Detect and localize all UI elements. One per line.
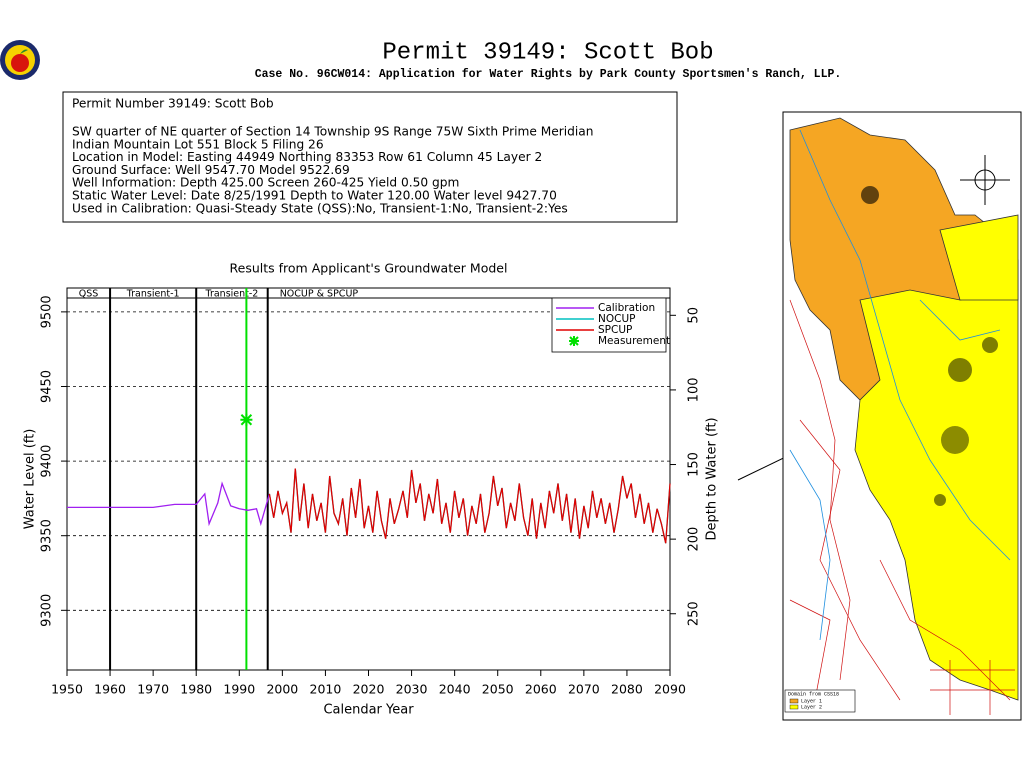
x-tick-label: 2020 [353, 682, 385, 697]
x-axis-label: Calendar Year [323, 703, 414, 718]
series-line [268, 468, 671, 544]
y2-tick-label: 150 [687, 452, 702, 477]
x-tick-label: 2090 [654, 682, 686, 697]
period-label: Transient-2 [205, 289, 259, 300]
y-tick-label: 9500 [40, 295, 55, 328]
map-wells [861, 186, 998, 506]
legend-label: NOCUP [598, 313, 635, 325]
y-tick-label: 9450 [40, 370, 55, 403]
legend-marker [569, 336, 579, 346]
x-tick-label: 1980 [180, 682, 212, 697]
map-legend-label: Layer 1 [801, 698, 822, 704]
y2-tick-label: 50 [687, 307, 702, 324]
period-label: NOCUP & SPCUP [280, 289, 359, 300]
info-line: Well Information: Depth 425.00 Screen 26… [72, 176, 459, 190]
x-tick-label: 2080 [611, 682, 643, 697]
page-title: Permit 39149: Scott Bob [382, 39, 713, 66]
y-axis-label: Water Level (ft) [23, 429, 38, 530]
info-box [62, 91, 678, 223]
x-tick-label: 2000 [266, 682, 298, 697]
x-tick-label: 2030 [396, 682, 428, 697]
x-tick-label: 2060 [525, 682, 557, 697]
chart-title: Results from Applicant's Groundwater Mod… [230, 261, 508, 276]
info-line: Indian Mountain Lot 551 Block 5 Filing 2… [72, 137, 324, 151]
map-red-lines [789, 299, 1015, 715]
x-tick-label: 2070 [568, 682, 600, 697]
x-tick-label: 1950 [51, 682, 83, 697]
series-line [67, 481, 271, 527]
legend-label: SPCUP [598, 324, 632, 336]
x-tick-label: 2010 [310, 682, 342, 697]
period-label: QSS [79, 289, 99, 300]
y2-tick-label: 200 [687, 527, 702, 552]
x-tick-label: 1960 [94, 682, 126, 697]
legend-label: Measurement [598, 335, 670, 347]
page-subtitle: Case No. 96CW014: Application for Water … [255, 68, 842, 81]
measurement-marker [240, 413, 253, 426]
info-line: Ground Surface: Well 9547.70 Model 9522.… [72, 163, 350, 177]
map: Domain from CSS18 Layer 1 Layer 2 [782, 111, 1022, 721]
map-legend-box [784, 689, 856, 713]
info-line: SW quarter of NE quarter of Section 14 T… [72, 125, 593, 139]
y2-tick-label: 100 [687, 378, 702, 403]
x-tick-label: 1990 [223, 682, 255, 697]
info-line: Permit Number 39149: Scott Bob [72, 97, 274, 111]
x-tick-label: 2050 [482, 682, 514, 697]
map-legend-label: Layer 2 [801, 704, 822, 710]
info-line: Static Water Level: Date 8/25/1991 Depth… [72, 189, 557, 203]
legend-label: Calibration [598, 302, 655, 314]
period-label: Transient-1 [126, 289, 180, 300]
map-layer-2b [939, 214, 1019, 301]
info-lines: Permit Number 39149: Scott Bob SW quarter… [72, 97, 593, 216]
map-legend-swatch [789, 704, 799, 710]
logo [0, 40, 40, 80]
x-tick-label: 2040 [439, 682, 471, 697]
compass [960, 155, 1010, 205]
y2-tick-label: 250 [687, 601, 702, 626]
chart: Results from Applicant's Groundwater Mod… [23, 261, 720, 718]
y-tick-label: 9300 [40, 594, 55, 627]
y2-axis-label: Depth to Water (ft) [705, 417, 720, 540]
info-line: Location in Model: Easting 44949 Northin… [72, 150, 542, 164]
x-tick-label: 1970 [137, 682, 169, 697]
info-line: Used in Calibration: Quasi-Steady State … [72, 201, 568, 215]
map-rivers [789, 129, 1011, 641]
y-tick-label: 9400 [40, 445, 55, 478]
y-tick-label: 9350 [40, 519, 55, 552]
map-legend-swatch [789, 698, 799, 704]
map-legend-title: Domain from CSS18 [788, 691, 839, 697]
